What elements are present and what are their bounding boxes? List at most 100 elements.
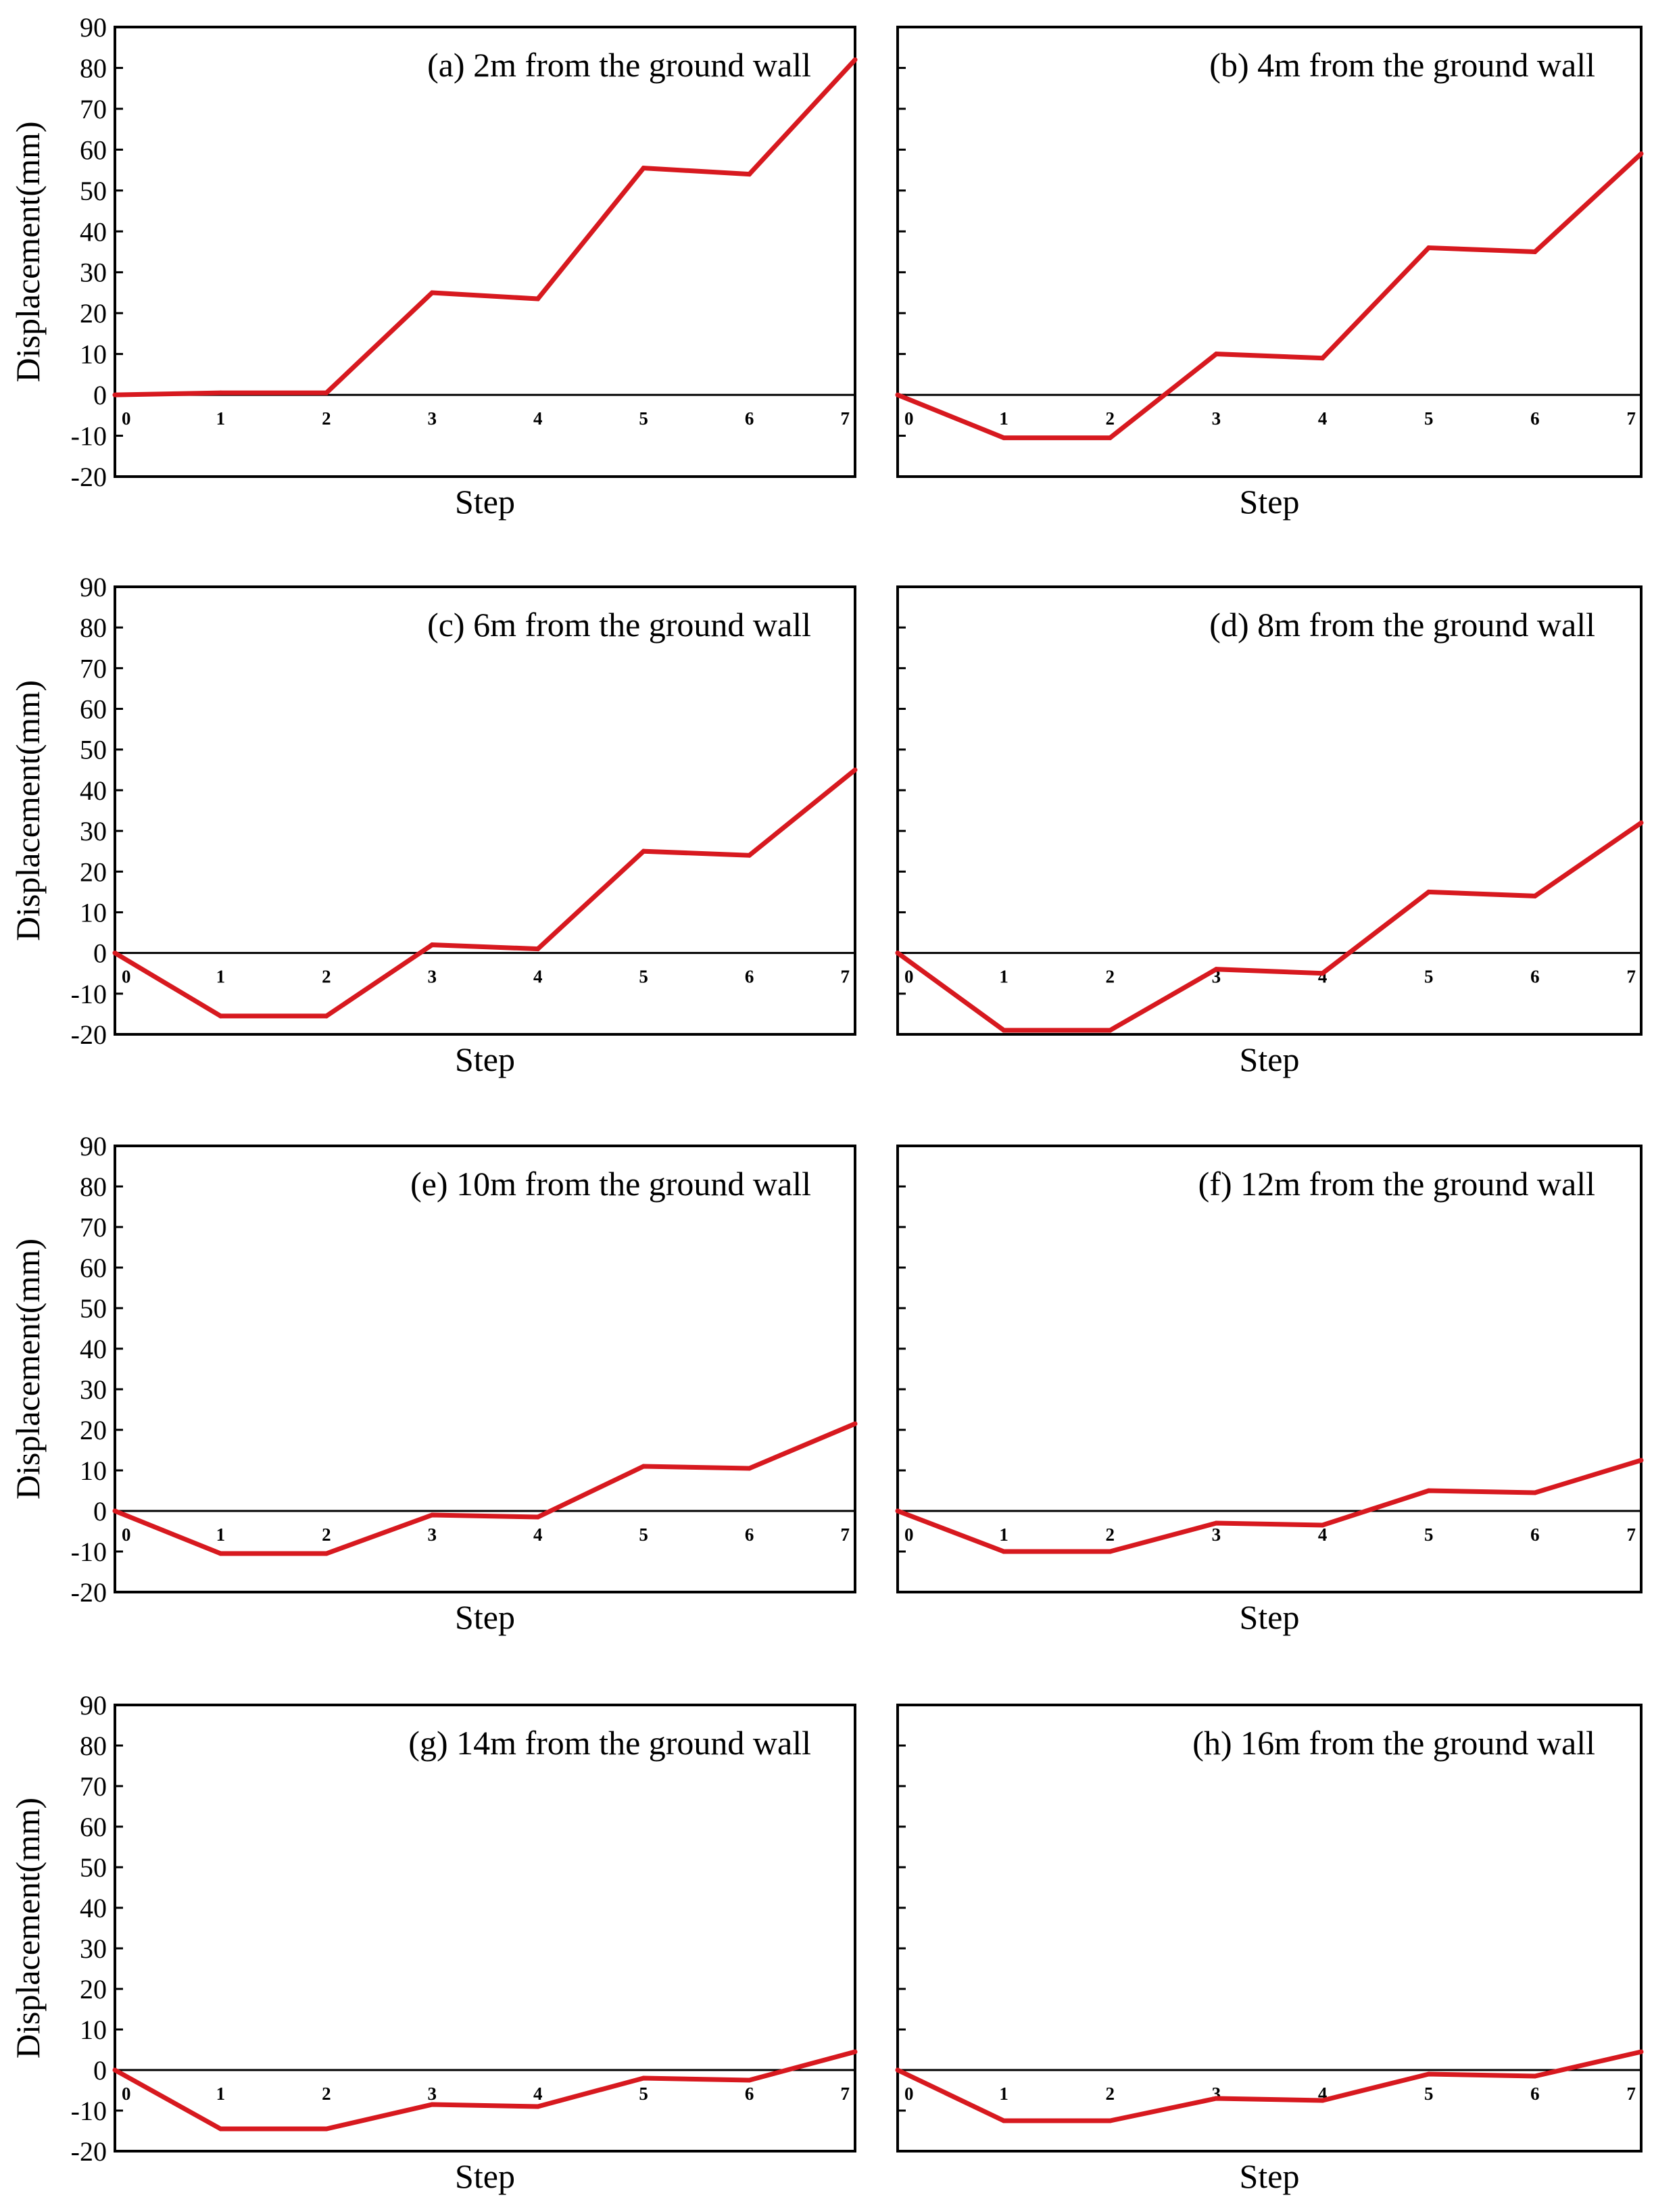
chart-3-xtick-label: 2 xyxy=(1106,967,1115,987)
chart-0-xtick-label: 7 xyxy=(841,408,850,429)
chart-6-ytick-label: 70 xyxy=(80,1771,107,1802)
chart-2-xlabel: Step xyxy=(455,1040,515,1078)
chart-4-ytick-label: 60 xyxy=(80,1253,107,1283)
chart-3-data-point xyxy=(1213,967,1219,972)
chart-3-series-line xyxy=(896,821,1643,1033)
chart-7-title: (h) 16m from the ground wall xyxy=(1192,1724,1595,1762)
chart-4-ylabel: Displacement(mm) xyxy=(9,1239,47,1499)
chart-3-frame xyxy=(896,585,1643,1036)
chart-5-data-point xyxy=(1107,1549,1113,1554)
chart-6-ytick-label: 90 xyxy=(80,1690,107,1721)
chart-2-ytick-label: 10 xyxy=(80,897,107,928)
chart-6-ytick-label: 80 xyxy=(80,1731,107,1761)
chart-1-data-point xyxy=(1638,151,1644,156)
chart-6-xtick-label: 7 xyxy=(841,2084,850,2104)
chart-0-data-point xyxy=(324,390,329,395)
chart-6-xtick-label: 1 xyxy=(216,2084,226,2104)
chart-7-xtick-label: 7 xyxy=(1627,2084,1636,2104)
chart-5-data-point xyxy=(1426,1488,1432,1493)
chart-7-frame xyxy=(896,1704,1643,2153)
chart-2-data-point xyxy=(324,1013,329,1019)
chart-1-xtick-label: 2 xyxy=(1106,408,1115,429)
chart-7-data-point xyxy=(895,2067,900,2073)
chart-1-data-point xyxy=(1320,356,1325,361)
chart-0-ytick-label: 40 xyxy=(80,216,107,247)
chart-2-panel: 90 80 70 60 50 40 30 20 10 0 -10 -20 0 1 2 3 4 5 6 7 (c) 6m … xyxy=(9,572,858,1078)
chart-4-xtick-label: 0 xyxy=(122,1524,131,1545)
chart-1-xtick-label: 6 xyxy=(1530,408,1540,429)
chart-4-data-point xyxy=(218,1551,223,1556)
chart-2-xtick-label: 1 xyxy=(216,967,226,987)
chart-6-series-line xyxy=(114,2049,856,2132)
chart-3-data-point xyxy=(895,951,900,956)
chart-7-xtick-label: 0 xyxy=(904,2084,914,2104)
chart-4-xtick-label: 2 xyxy=(322,1524,331,1545)
chart-6-panel: 90 80 70 60 50 40 30 20 10 0 -10 -20 0 1 2 3 4 5 6 7 (g) 14m… xyxy=(9,1690,858,2195)
chart-4-ytick-label: 30 xyxy=(80,1374,107,1405)
chart-6-xtick-label: 0 xyxy=(122,2084,131,2104)
chart-0-ytick-label: -10 xyxy=(71,421,107,452)
chart-4-xtick-label: 7 xyxy=(841,1524,850,1545)
chart-6-ytick-label: 30 xyxy=(80,1933,107,1964)
chart-6-data-point xyxy=(747,2077,752,2083)
chart-4-data-point xyxy=(112,1508,118,1514)
chart-7-data-point xyxy=(1426,2071,1432,2077)
chart-5-data-point xyxy=(1638,1458,1644,1463)
chart-2-data-point xyxy=(852,767,858,773)
chart-0-title: (a) 2m from the ground wall xyxy=(427,46,811,84)
chart-2-xtick-label: 7 xyxy=(841,967,850,987)
chart-2-ytick-label: 50 xyxy=(80,735,107,765)
chart-4-xtick-label: 3 xyxy=(428,1524,437,1545)
chart-2-data-point xyxy=(429,942,435,948)
chart-7-data-point xyxy=(1001,2118,1006,2123)
chart-3-title: (d) 8m from the ground wall xyxy=(1209,606,1595,644)
chart-6-ytick-label: 20 xyxy=(80,1974,107,2004)
chart-6-data-point xyxy=(218,2126,223,2132)
chart-2-ytick-label: 60 xyxy=(80,694,107,725)
chart-6-data-point xyxy=(429,2102,435,2107)
chart-6-xlabel: Step xyxy=(455,2157,515,2195)
chart-5-data-point xyxy=(1213,1520,1219,1526)
chart-4-ytick-label: 40 xyxy=(80,1334,107,1364)
chart-6-ytick-label: 50 xyxy=(80,1852,107,1883)
chart-0-xtick-label: 1 xyxy=(216,408,226,429)
chart-0-frame xyxy=(114,26,856,478)
chart-0-data-point xyxy=(218,390,223,395)
chart-4-xtick-label: 1 xyxy=(216,1524,226,1545)
chart-5-data-point xyxy=(895,1508,900,1514)
chart-0-data-point xyxy=(852,57,858,62)
chart-4-ytick-label: -20 xyxy=(71,1577,107,1608)
chart-0-series-line xyxy=(114,58,857,398)
chart-3-data-point xyxy=(1107,1028,1113,1033)
chart-0-ytick-label: -20 xyxy=(71,462,107,492)
chart-1-data-point xyxy=(895,392,900,398)
chart-3-xlabel: Step xyxy=(1240,1040,1300,1078)
chart-2-ytick-label: -20 xyxy=(71,1019,107,1050)
chart-0-xtick-label: 0 xyxy=(122,408,131,429)
chart-4-ytick-label: 10 xyxy=(80,1456,107,1486)
chart-1-series-line xyxy=(896,151,1643,441)
chart-6-xtick-label: 6 xyxy=(745,2084,754,2104)
chart-4-ytick-label: -10 xyxy=(71,1537,107,1567)
chart-5-xtick-label: 1 xyxy=(999,1524,1008,1545)
chart-7-xlabel: Step xyxy=(1240,2157,1300,2195)
chart-0-xtick-label: 3 xyxy=(428,408,437,429)
chart-6-ytick-label: 60 xyxy=(80,1812,107,1842)
chart-4-xlabel: Step xyxy=(455,1598,515,1636)
chart-4-panel: 90 80 70 60 50 40 30 20 10 0 -10 -20 0 1 2 3 4 5 6 7 (e) 10m… xyxy=(9,1131,858,1636)
chart-2-ytick-label: 80 xyxy=(80,612,107,643)
chart-6-data-point xyxy=(324,2126,329,2132)
chart-1-xtick-label: 5 xyxy=(1424,408,1434,429)
chart-0-ytick-label: 80 xyxy=(80,53,107,83)
chart-1-xlabel: Step xyxy=(1240,483,1300,521)
chart-0-ytick-label: 90 xyxy=(80,12,107,43)
chart-6-ytick-label: 10 xyxy=(80,2015,107,2045)
chart-5-title: (f) 12m from the ground wall xyxy=(1198,1165,1595,1203)
chart-2-data-point xyxy=(218,1013,223,1019)
chart-2-ylabel: Displacement(mm) xyxy=(9,680,47,941)
chart-5-data-point xyxy=(1001,1549,1006,1554)
chart-0-ytick-label: 30 xyxy=(80,258,107,288)
chart-6-ytick-label: -20 xyxy=(71,2136,107,2167)
